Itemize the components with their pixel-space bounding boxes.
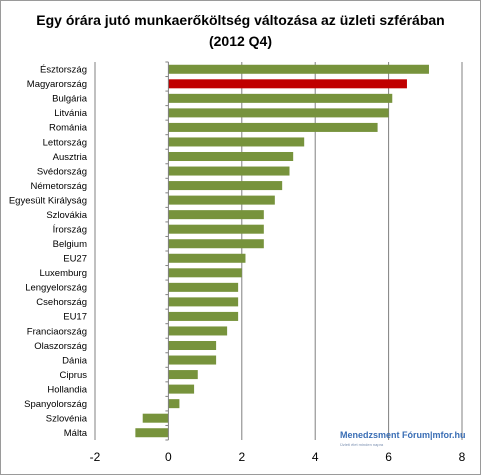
bar <box>168 370 198 380</box>
x-tick-label: 4 <box>312 450 319 464</box>
watermark-text: Menedzsment Fórum|mfor.hu <box>340 430 466 440</box>
x-tick-label: 2 <box>238 450 245 464</box>
bar <box>168 79 407 89</box>
category-label: Románia <box>49 123 88 134</box>
bar <box>168 108 389 118</box>
bar <box>135 428 169 438</box>
bar <box>168 253 246 263</box>
category-label: Málta <box>64 428 88 439</box>
bar <box>168 384 195 394</box>
chart-title-line1: Egy órára jutó munkaerőköltség változása… <box>36 12 445 28</box>
bar <box>168 224 264 234</box>
category-label: Németország <box>31 181 88 192</box>
chart-title: Egy órára jutó munkaerőköltség változása… <box>0 10 481 52</box>
bar <box>168 151 294 162</box>
bar <box>168 340 217 351</box>
bar <box>168 166 290 176</box>
category-label: Bulgária <box>52 94 88 105</box>
category-label: Franciaország <box>27 326 87 337</box>
bar <box>168 326 228 336</box>
category-label: Lettország <box>43 137 87 148</box>
category-label: Spanyolország <box>24 399 87 410</box>
category-label: Lengyelország <box>25 283 87 294</box>
x-tick-label: 0 <box>165 450 172 464</box>
bar <box>168 137 305 147</box>
category-label: Hollandia <box>47 384 87 395</box>
bar <box>168 311 239 321</box>
bar <box>168 64 429 74</box>
category-label: Svédország <box>37 166 87 177</box>
watermark-logo: Menedzsment Fórum|mfor.hu Üzleti élet mi… <box>340 430 468 456</box>
category-label: Csehország <box>36 297 87 308</box>
x-tick-label: 6 <box>385 450 392 464</box>
category-label: Belgium <box>53 239 87 250</box>
category-label: Dánia <box>62 355 88 366</box>
bar <box>168 297 239 307</box>
bar <box>168 122 378 132</box>
bar <box>168 268 242 278</box>
bar <box>168 93 393 103</box>
bar <box>168 195 275 205</box>
category-label: Ausztria <box>53 152 88 163</box>
category-label: Írország <box>53 224 87 235</box>
bar <box>168 355 217 365</box>
bar <box>168 282 239 292</box>
chart-title-line2: (2012 Q4) <box>208 33 273 49</box>
category-label: Luxemburg <box>39 268 87 279</box>
category-label: Szlovákia <box>46 210 87 221</box>
x-tick-label: 8 <box>459 450 466 464</box>
category-label: EU27 <box>63 254 87 265</box>
category-label: EU17 <box>63 312 87 323</box>
category-label: Litvánia <box>54 108 87 119</box>
bar <box>168 210 264 220</box>
x-tick-label: -2 <box>90 450 101 464</box>
bar <box>168 181 283 191</box>
category-label: Szlovénia <box>46 413 88 424</box>
category-label: Észtország <box>40 65 87 76</box>
category-label: Ciprus <box>60 370 88 381</box>
category-label: Egyesült Királyság <box>9 195 87 206</box>
category-label: Magyarország <box>27 79 87 90</box>
bar <box>168 239 264 249</box>
category-label: Olaszország <box>34 341 87 352</box>
bar <box>168 399 180 409</box>
watermark-subtext: Üzleti élet minden napra <box>340 442 384 447</box>
bar <box>142 413 169 423</box>
